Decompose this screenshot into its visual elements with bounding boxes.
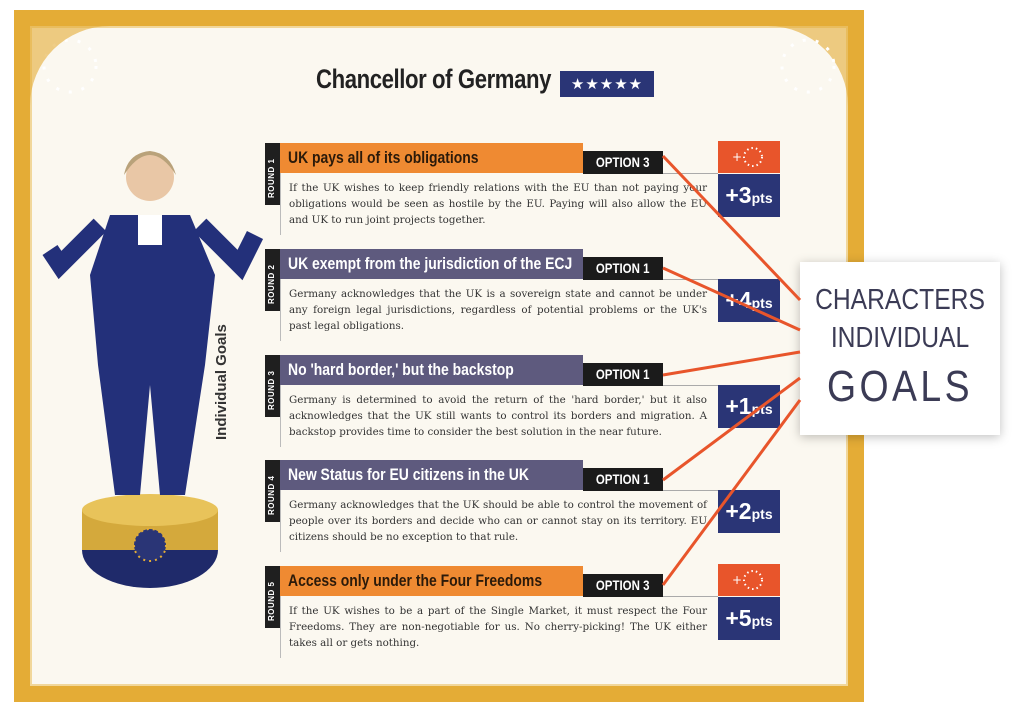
eu-stars-corner-icon xyxy=(30,26,110,106)
divider xyxy=(280,279,281,341)
round-label: ROUND 1 xyxy=(265,143,280,205)
option-badge: OPTION 3 xyxy=(583,151,663,174)
svg-text:+: + xyxy=(732,573,742,587)
divider xyxy=(663,596,718,597)
eu-bonus-icon: + xyxy=(718,141,780,173)
round-title: No 'hard border,' but the backstop xyxy=(280,355,583,385)
points-badge: +5pts xyxy=(718,597,780,640)
divider xyxy=(280,173,281,235)
round-description: If the UK wishes to keep friendly relati… xyxy=(289,182,707,226)
callout-line3: GOALS xyxy=(827,362,973,411)
option-badge: OPTION 1 xyxy=(583,363,663,386)
eu-stars-corner-icon xyxy=(768,26,848,106)
divider xyxy=(663,385,718,386)
points-badge: +2pts xyxy=(718,490,780,533)
round-label: ROUND 4 xyxy=(265,460,280,522)
round-goal: ROUND 3 No 'hard border,' but the backst… xyxy=(265,355,785,455)
divider xyxy=(280,596,281,658)
divider xyxy=(280,490,281,552)
points-badge: +1pts xyxy=(718,385,780,428)
round-goal: ROUND 2 UK exempt from the jurisdiction … xyxy=(265,249,785,349)
round-label: ROUND 3 xyxy=(265,355,280,417)
divider xyxy=(663,490,718,491)
card-title: Chancellor of Germany xyxy=(316,64,552,94)
option-badge: OPTION 1 xyxy=(583,257,663,280)
round-title: New Status for EU citizens in the UK xyxy=(280,460,583,490)
round-description: Germany acknowledges that the UK should … xyxy=(289,499,707,543)
rating-stars: ★★★★★ xyxy=(560,71,654,97)
round-goal: ROUND 1 UK pays all of its obligations O… xyxy=(265,141,785,243)
divider xyxy=(280,385,281,447)
eu-bonus-icon: + xyxy=(718,564,780,596)
round-label: ROUND 2 xyxy=(265,249,280,311)
round-description: Germany acknowledges that the UK is a so… xyxy=(289,288,707,332)
round-title: Access only under the Four Freedoms xyxy=(280,566,583,596)
round-description: Germany is determined to avoid the retur… xyxy=(289,394,707,438)
character-figure xyxy=(42,151,264,588)
points-badge: +4pts xyxy=(718,279,780,322)
callout-line1: CHARACTERS xyxy=(815,284,985,316)
round-title: UK pays all of its obligations xyxy=(280,143,583,173)
points-badge: +3pts xyxy=(718,174,780,217)
divider xyxy=(663,173,718,174)
callout-line2: INDIVIDUAL xyxy=(830,322,970,354)
characters-individual-goals-callout: CHARACTERS INDIVIDUAL GOALS xyxy=(800,262,1000,435)
round-title: UK exempt from the jurisdiction of the E… xyxy=(280,249,583,279)
round-description: If the UK wishes to be a part of the Sin… xyxy=(289,605,707,649)
svg-text:+: + xyxy=(732,150,742,164)
individual-goals-label: Individual Goals xyxy=(213,324,230,440)
option-badge: OPTION 3 xyxy=(583,574,663,597)
round-goal: ROUND 5 Access only under the Four Freed… xyxy=(265,564,785,666)
round-label: ROUND 5 xyxy=(265,566,280,628)
divider xyxy=(663,279,718,280)
round-goal: ROUND 4 New Status for EU citizens in th… xyxy=(265,460,785,560)
option-badge: OPTION 1 xyxy=(583,468,663,491)
